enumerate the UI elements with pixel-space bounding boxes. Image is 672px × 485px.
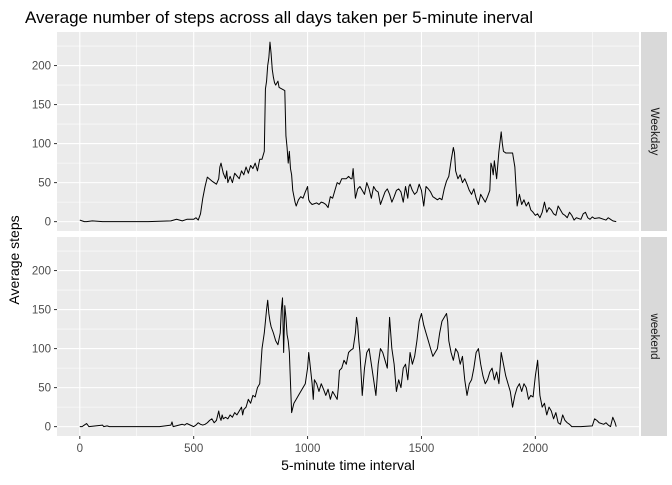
y-tick-label: 200 [32,266,51,278]
facet-strip [641,32,667,231]
x-tick-label: 0 [77,443,83,455]
y-axis-title: Average steps [6,215,22,304]
x-axis-title: 5-minute time interval [281,457,415,473]
y-tick-label: 50 [38,178,51,190]
x-tick-label: 1500 [409,443,435,455]
y-tick-label: 100 [32,139,51,151]
y-tick-label: 50 [38,383,51,395]
x-tick-label: 500 [184,443,203,455]
facet-strip-label: weekend [648,312,660,359]
facet-strip [641,237,667,436]
x-tick-label: 1000 [295,443,321,455]
series-line-weekday [79,41,617,223]
panel-background [57,237,639,436]
facet-panel-1: 0 50 100 150 200 weekend [32,237,667,436]
facet-strip-label: Weekday [648,108,660,156]
y-tick-label: 100 [32,344,51,356]
y-tick-label: 200 [32,61,51,73]
facet-panel-0: 0 50 100 150 200 Weekday [32,32,667,231]
x-tick-label: 2000 [523,443,549,455]
y-tick-label: 0 [45,422,51,434]
y-tick-label: 150 [32,305,51,317]
y-tick-label: 150 [32,100,51,112]
series-line-weekend [79,297,617,428]
panel-background [57,32,639,231]
chart-title: Average number of steps across all days … [25,8,533,27]
y-tick-label: 0 [45,217,51,229]
